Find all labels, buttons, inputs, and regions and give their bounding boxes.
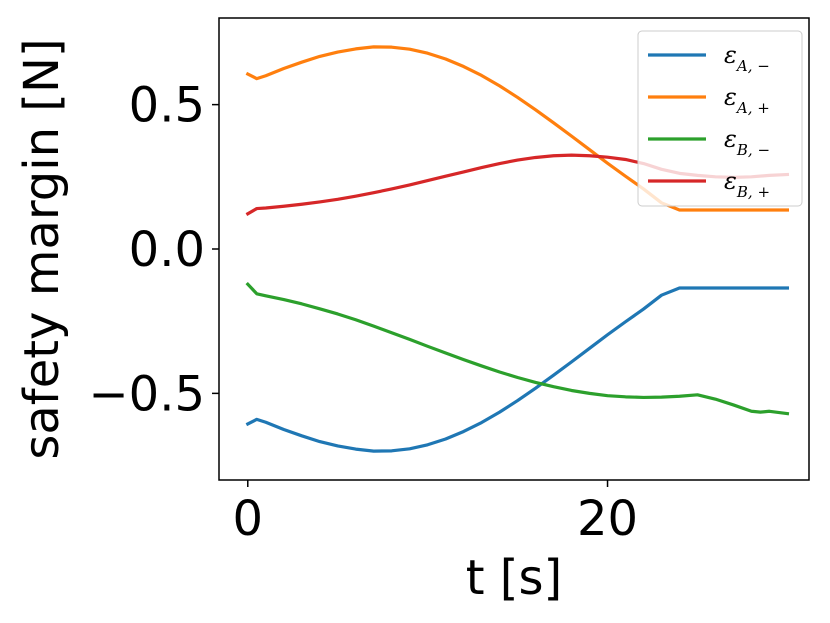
x-tick-label: 0 — [233, 491, 264, 547]
legend-label-4: εB, + — [724, 167, 770, 201]
x-axis-label: t [s] — [466, 550, 563, 606]
y-axis: −0.5 0.0 0.5 — [88, 78, 219, 422]
legend-label-2: εA, + — [724, 83, 770, 117]
series-line-1 — [245, 286, 790, 453]
series-line-3 — [245, 281, 790, 416]
x-tick-label: 20 — [577, 491, 638, 547]
series-line-2 — [245, 45, 790, 212]
x-axis: 0 20 — [233, 480, 638, 547]
plot-area — [245, 45, 790, 453]
y-axis-label: safety margin [N] — [14, 38, 70, 459]
y-tick-label: 0.5 — [129, 78, 205, 134]
y-tick-label: −0.5 — [88, 366, 205, 422]
legend-label-1: εA, − — [724, 41, 770, 75]
legend-box — [637, 30, 803, 207]
legend-label-3: εB, − — [724, 125, 770, 159]
y-tick-label: 0.0 — [129, 222, 205, 278]
legend: εA, − εA, + εB, − εB, + — [637, 30, 803, 207]
